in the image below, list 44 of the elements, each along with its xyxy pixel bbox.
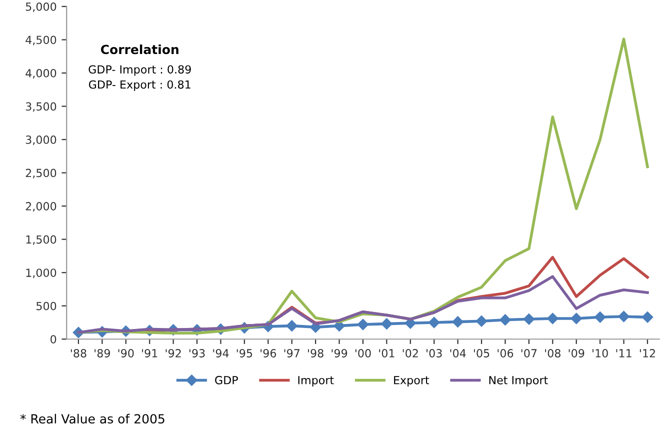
x-tick-label: '90 bbox=[118, 349, 134, 358]
x-tick-label: '08 bbox=[545, 349, 560, 358]
y-tick-label: 4,500 bbox=[26, 36, 56, 46]
annotation: Correlation bbox=[100, 44, 178, 54]
x-tick-label: '95 bbox=[236, 349, 252, 358]
x-tick-label: '12 bbox=[640, 349, 655, 358]
legend-label: GDP bbox=[215, 376, 238, 384]
x-tick-label: '91 bbox=[142, 349, 158, 358]
x-tick-label: '04 bbox=[450, 349, 466, 358]
x-tick-label: '07 bbox=[521, 349, 537, 358]
y-tick-label: 3,500 bbox=[26, 102, 56, 112]
y-tick-label: 4,000 bbox=[26, 68, 56, 79]
x-tick-label: '10 bbox=[592, 349, 608, 358]
x-tick-label: '05 bbox=[474, 349, 490, 358]
x-tick-label: '88 bbox=[70, 349, 86, 358]
x-tick-label: '89 bbox=[94, 349, 110, 358]
x-tick-label: '11 bbox=[616, 349, 632, 358]
legend-label: Export bbox=[394, 376, 430, 386]
x-tick-label: '99 bbox=[332, 349, 348, 358]
legend-label: Import bbox=[298, 376, 334, 386]
text: * Real Value as of 2005 bbox=[20, 414, 164, 424]
x-tick-label: '93 bbox=[189, 349, 205, 358]
annotation: GDP- Import : 0.89 bbox=[88, 65, 191, 76]
y-tick-label: 3,000 bbox=[26, 136, 56, 146]
x-tick-label: '96 bbox=[260, 349, 276, 358]
x-tick-label: '06 bbox=[498, 349, 514, 358]
x-tick-label: '00 bbox=[355, 349, 371, 358]
annotation: GDP- Export : 0.81 bbox=[88, 80, 190, 91]
x-tick-label: '97 bbox=[284, 349, 300, 358]
y-tick-label: 2,500 bbox=[26, 168, 56, 178]
y-tick-label: 2,000 bbox=[26, 202, 56, 212]
x-tick-label: '01 bbox=[379, 349, 394, 358]
y-tick-label: 5,000 bbox=[26, 2, 56, 12]
y-tick-label: 1,000 bbox=[26, 268, 56, 278]
y-tick-label: 500 bbox=[36, 302, 56, 310]
x-tick-label: '02 bbox=[402, 349, 418, 358]
y-tick-label: 0 bbox=[50, 335, 56, 344]
x-tick-label: '92 bbox=[166, 349, 181, 358]
x-tick-label: '09 bbox=[568, 349, 584, 358]
x-tick-label: '98 bbox=[308, 349, 324, 358]
x-tick-label: '03 bbox=[426, 349, 442, 358]
x-tick-label: '94 bbox=[213, 349, 229, 358]
y-tick-label: 1,500 bbox=[26, 235, 56, 245]
legend-label: Net Import bbox=[489, 376, 548, 386]
